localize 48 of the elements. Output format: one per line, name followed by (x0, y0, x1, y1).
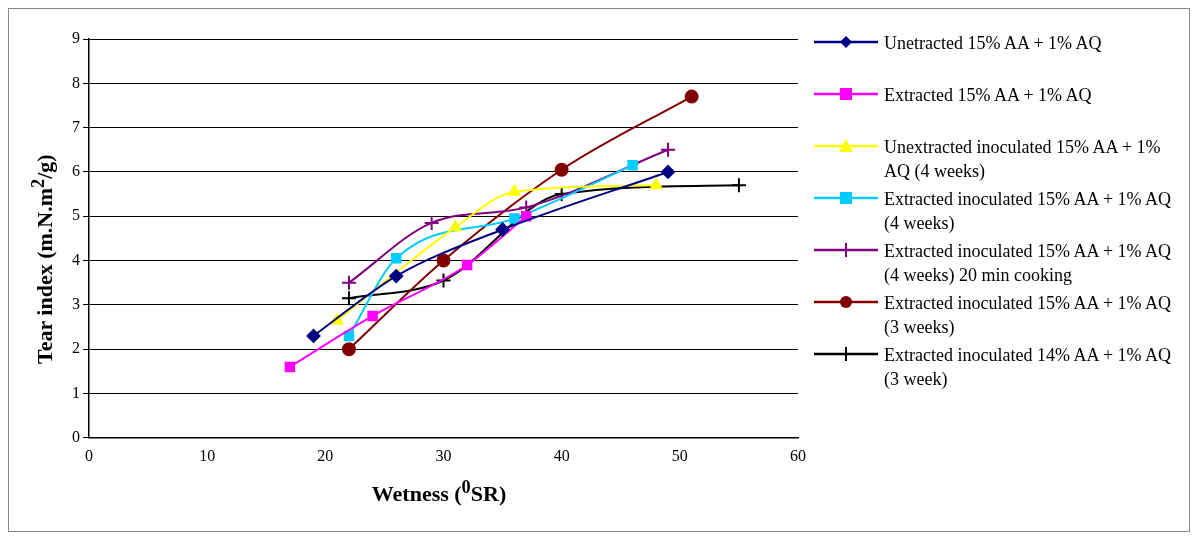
point (423, 214, 440, 231)
point (389, 269, 404, 284)
x-tick-label: 10 (199, 446, 216, 464)
point (627, 160, 638, 171)
y-tick-label: 5 (72, 206, 80, 224)
legend-label: Extracted inoculated 15% AA + 1% AQ (4 weeks) (884, 188, 1173, 235)
x-tick-label: 20 (317, 446, 334, 464)
x-tick-label: 30 (435, 446, 452, 464)
point (508, 184, 521, 196)
legend-label: Unetracted 15% AA + 1% AQ (884, 32, 1102, 55)
point (436, 253, 451, 268)
point (684, 89, 699, 104)
legend-label: Extracted inoculated 15% AA + 1% AQ (3 weeks) (884, 292, 1173, 339)
y-tick-label: 1 (72, 383, 80, 401)
y-tick-label: 0 (72, 428, 80, 445)
point (367, 310, 378, 322)
point (390, 253, 402, 264)
point (449, 220, 462, 232)
point (650, 178, 663, 190)
x-axis-title: Wetness ($^{0}$SR) (370, 477, 508, 508)
point (341, 342, 356, 357)
legend-label: Unextracted inoculated 15% AA + 1% AQ (4 weeks) (884, 136, 1162, 183)
y-tick-label: 4 (72, 250, 80, 268)
y-tick-label: 7 (72, 117, 80, 135)
point (554, 162, 569, 177)
point (509, 213, 520, 224)
y-tick-label: 6 (72, 162, 80, 180)
point (306, 328, 321, 343)
point (435, 272, 452, 289)
legend-label: Extracted inoculated 14% AA + 1% AQ (3 week) (884, 344, 1173, 391)
x-tick-label: 0 (85, 446, 93, 464)
point (730, 177, 747, 194)
point (340, 274, 357, 291)
y-tick-label: 3 (72, 295, 80, 313)
x-tick-label: 50 (671, 446, 688, 464)
y-tick-label: 8 (72, 73, 80, 91)
point (284, 361, 296, 373)
point (661, 164, 676, 179)
point (660, 141, 677, 158)
legend-label: Extracted 15% AA + 1% AQ (884, 84, 1092, 107)
y-tick-label: 2 (72, 339, 80, 357)
point (461, 259, 473, 271)
point (495, 222, 510, 237)
point (340, 290, 357, 307)
legend-label: Extracted inoculated 15% AA + 1% AQ (4 weeks) 20 min cooking (884, 240, 1173, 287)
x-tick-label: 40 (553, 446, 570, 464)
x-tick-label: 60 (790, 446, 806, 464)
y-tick-label: 9 (72, 29, 80, 47)
